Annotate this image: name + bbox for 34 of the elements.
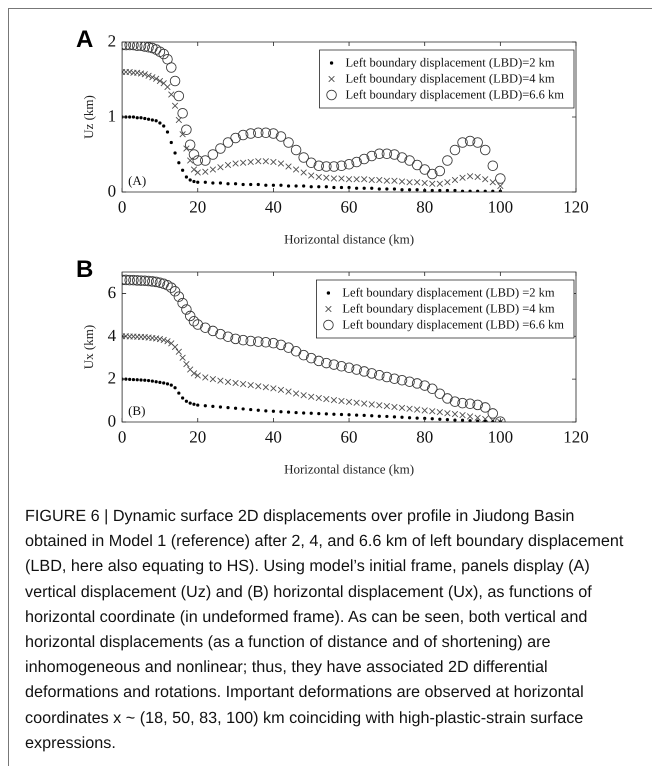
x-tick-label: 20: [189, 428, 206, 447]
chart-title: B: [76, 256, 94, 284]
x-tick-label: 80: [416, 428, 434, 447]
legend-label: Left boundary displacement (LBD) =2 km: [342, 285, 555, 300]
x-tick-label: 60: [340, 428, 358, 447]
x-axis-title: Horizontal distance (km): [284, 462, 414, 477]
x-tick-label: 120: [563, 428, 589, 447]
y-tick-label: 2: [108, 368, 116, 388]
y-tick-label: 6: [108, 282, 116, 302]
annotation: (A): [128, 172, 146, 188]
y-axis-title: Uz (km): [81, 95, 96, 139]
x-tick-label: 100: [488, 198, 514, 217]
annotation: (B): [128, 402, 146, 418]
y-tick-label: 1: [108, 106, 116, 126]
text: FIGURE 6 | Dynamic surface 2D displacements over profile in Jiudong Basin obtained in Model 1 (reference) after 2, 4, and 6.6 km of left boundary displacement (LBD, here also equating to HS). Using model’s initial frame, panels display (A) vertical displacement (Uz) and (B) horizontal displacement (Ux), as functions of horizontal coordinate (in undeformed frame). As can be seen, both vertical and horizontal displacements (as a function of distance and of shortening) are inhomogeneous and nonlinear; thus, they have associated 2D differential deformations and rotations. Important deformations are observed at horizontal coordinates x ~ (18, 50, 83, 100) km coinciding with high-plastic-strain surface expressions.: [25, 507, 624, 752]
legend-label: Left boundary displacement (LBD)=2 km: [346, 55, 555, 70]
x-axis-title: Horizontal distance (km): [284, 232, 414, 247]
x-tick-label: 40: [264, 198, 282, 217]
x-tick-label: 100: [488, 428, 514, 447]
legend-label: Left boundary displacement (LBD)=6.6 km: [346, 87, 564, 102]
x-tick-label: 40: [264, 428, 282, 447]
y-tick-label: 0: [108, 181, 116, 200]
x-tick-label: 120: [563, 198, 589, 217]
y-axis-title: Ux (km): [81, 324, 96, 370]
legend-label: Left boundary displacement (LBD) =6.6 km: [342, 317, 564, 332]
x-tick-label: 80: [416, 198, 434, 217]
x-tick-label: 60: [340, 198, 358, 217]
legend-label: Left boundary displacement (LBD) =4 km: [342, 301, 555, 316]
y-tick-label: 2: [108, 31, 116, 50]
x-tick-label: 20: [189, 198, 206, 217]
chart-title: A: [76, 26, 94, 54]
y-tick-label: 4: [108, 326, 117, 345]
legend-label: Left boundary displacement (LBD)=4 km: [346, 71, 555, 86]
y-tick-label: 0: [108, 411, 116, 430]
